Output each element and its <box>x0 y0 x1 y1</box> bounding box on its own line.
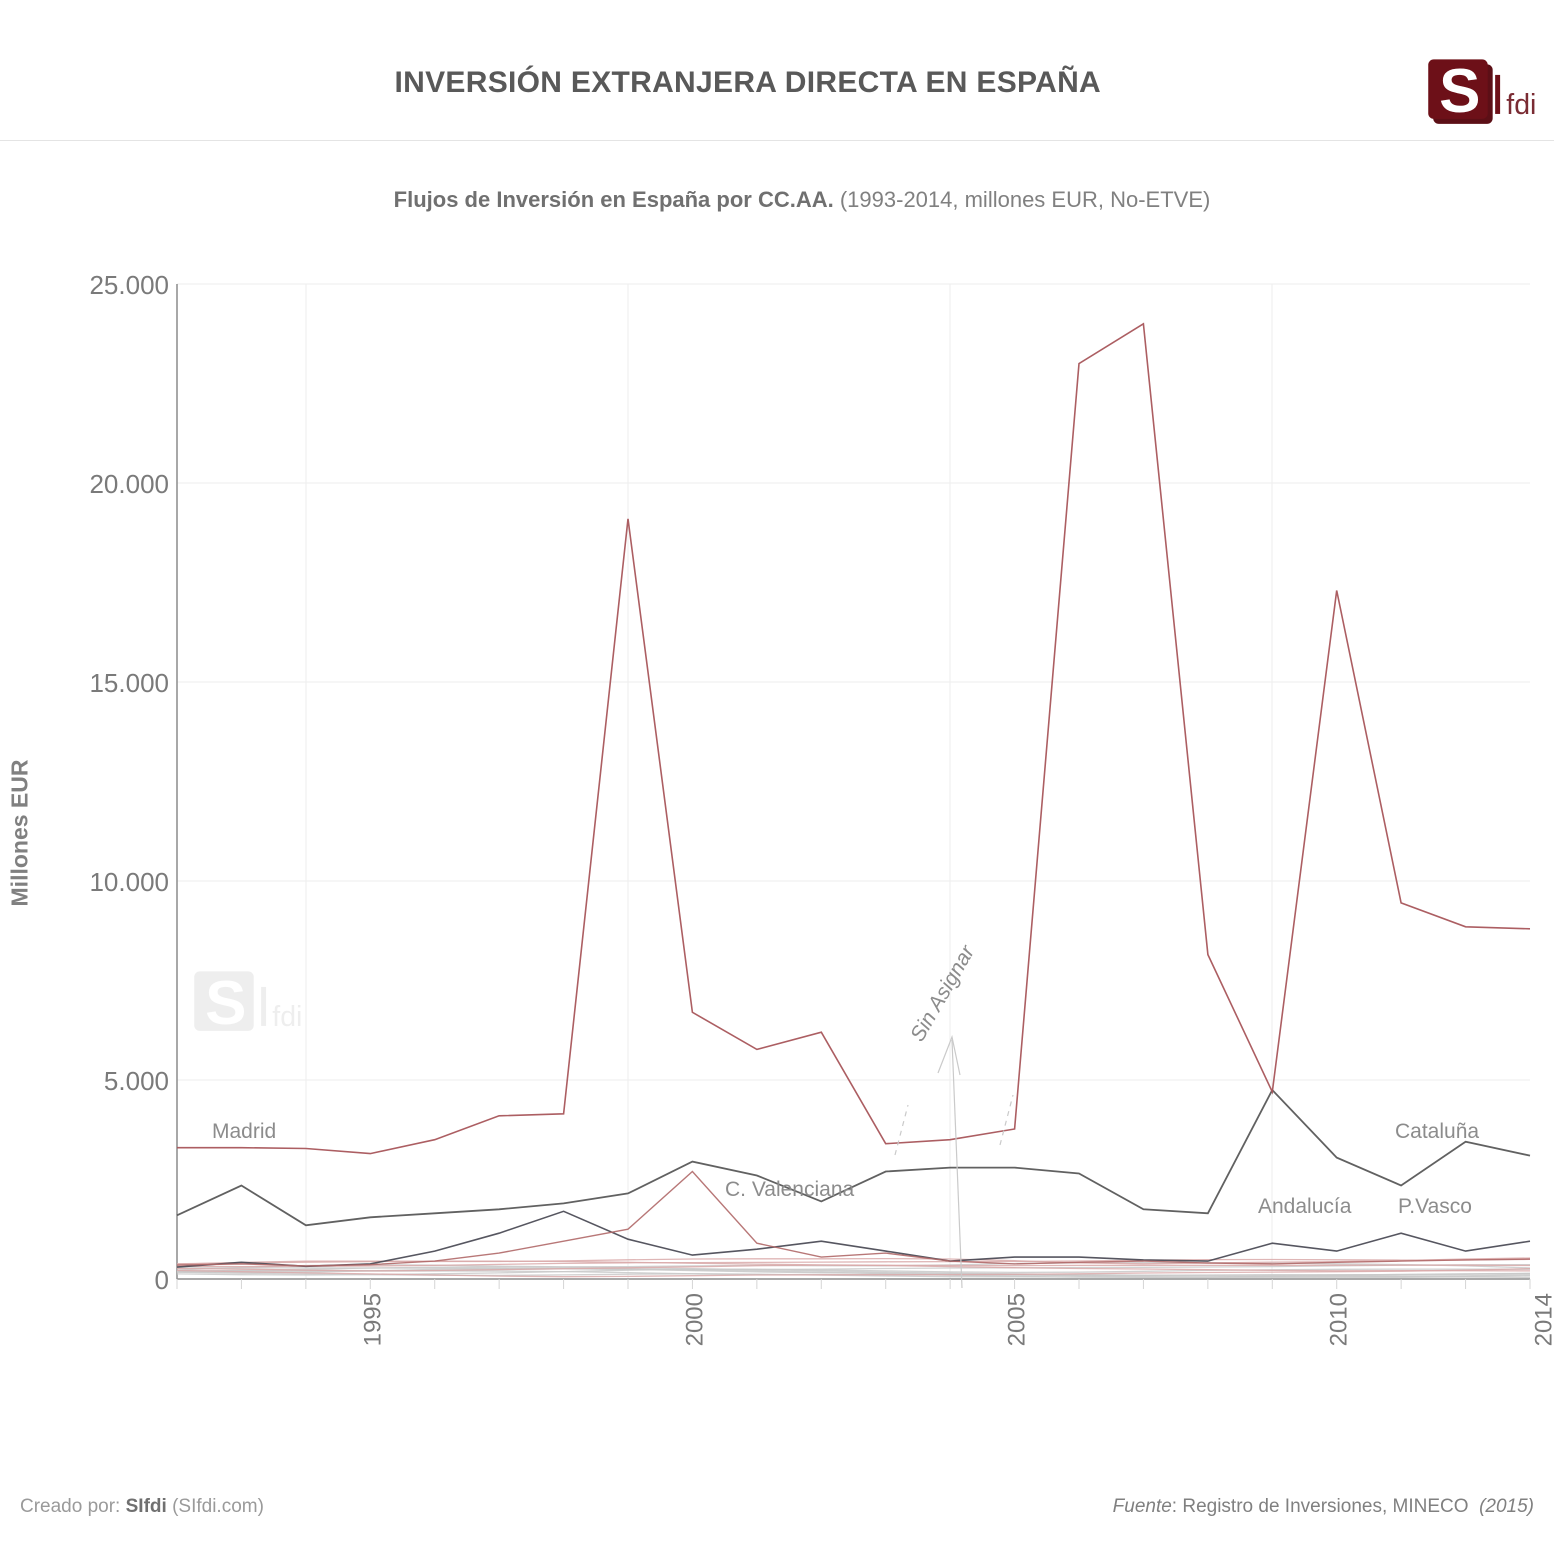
svg-text:fdi: fdi <box>272 1001 302 1033</box>
svg-text:S: S <box>205 970 246 1038</box>
